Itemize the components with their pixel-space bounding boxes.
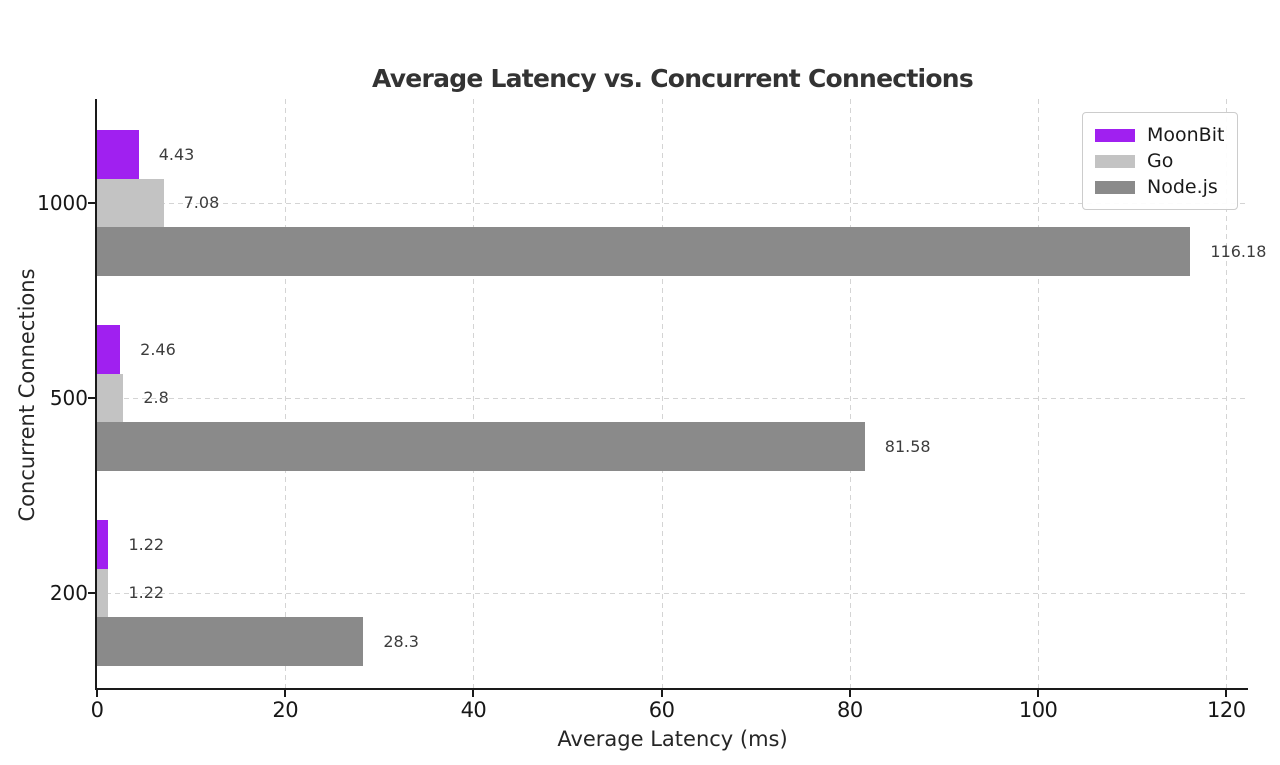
y-tick-mark (88, 202, 95, 204)
value-label: 2.8 (143, 388, 169, 407)
x-tick-mark (848, 690, 851, 697)
bar-moonbit-1000 (97, 130, 139, 179)
bar-go-200 (97, 568, 109, 618)
y-tick-label: 500 (49, 386, 88, 410)
legend-swatch-icon (1095, 180, 1135, 194)
value-label: 2.46 (140, 339, 176, 359)
value-label: 1.22 (128, 534, 165, 554)
legend-swatch-icon (1095, 154, 1135, 168)
value-label: 81.58 (884, 436, 931, 456)
y-axis-label: Concurrent Connections (15, 268, 39, 522)
y-tick-label: 200 (49, 581, 88, 605)
legend-label: Go (1147, 150, 1174, 172)
x-gridline (1226, 99, 1228, 688)
y-gridline (97, 398, 1248, 399)
plot-inner: 4.43 7.08 116.18 2.46 2.8 81.58 1.22 1.22 28.3 (97, 99, 1266, 688)
y-gridline (97, 203, 1248, 204)
x-tick-label: 80 (837, 698, 863, 722)
value-label: 7.08 (183, 193, 220, 212)
y-tick-label: 1000 (37, 191, 88, 215)
value-label: 4.43 (158, 144, 195, 164)
x-gridline (1038, 99, 1040, 688)
x-tick-mark (1225, 690, 1228, 697)
x-tick-label: 0 (90, 698, 104, 722)
x-tick-label: 120 (1207, 698, 1246, 722)
bar-nodejs-200 (97, 617, 364, 666)
legend-label: Node.js (1147, 176, 1218, 198)
x-tick-mark (96, 690, 98, 697)
plot-area: 4.43 7.08 116.18 2.46 2.8 81.58 1.22 1.22 28.3 (95, 99, 1266, 690)
x-tick-label: 40 (460, 698, 487, 722)
x-tick-label: 20 (272, 698, 299, 722)
value-label: 1.22 (128, 583, 165, 602)
x-tick-mark (1037, 690, 1040, 697)
x-tick-mark (660, 690, 663, 697)
x-axis-label: Average Latency (ms) (557, 727, 788, 751)
legend-swatch-icon (1095, 128, 1135, 142)
legend: MoonBit Go Node.js (1082, 112, 1238, 210)
y-tick-mark (88, 397, 95, 399)
bar-moonbit-200 (97, 520, 109, 569)
bar-moonbit-500 (97, 325, 121, 374)
bar-go-500 (97, 373, 124, 423)
x-gridline (473, 99, 475, 688)
x-gridline (661, 99, 663, 688)
bar-go-1000 (97, 178, 164, 228)
legend-item-go: Go (1095, 148, 1225, 174)
bar-nodejs-500 (97, 422, 865, 471)
legend-item-moonbit: MoonBit (1095, 122, 1225, 148)
x-gridline (849, 99, 851, 688)
x-tick-mark (472, 690, 475, 697)
chart-title: Average Latency vs. Concurrent Connectio… (372, 64, 974, 93)
value-label: 116.18 (1210, 241, 1267, 261)
legend-item-nodejs: Node.js (1095, 174, 1225, 200)
y-gridline (97, 593, 1248, 594)
x-tick-mark (284, 690, 287, 697)
x-tick-label: 60 (648, 698, 675, 722)
x-tick-label: 100 (1018, 698, 1058, 722)
x-gridline (285, 99, 287, 688)
y-tick-mark (88, 592, 95, 594)
value-label: 28.3 (383, 631, 419, 651)
legend-label: MoonBit (1147, 124, 1225, 146)
bar-nodejs-1000 (97, 227, 1191, 276)
